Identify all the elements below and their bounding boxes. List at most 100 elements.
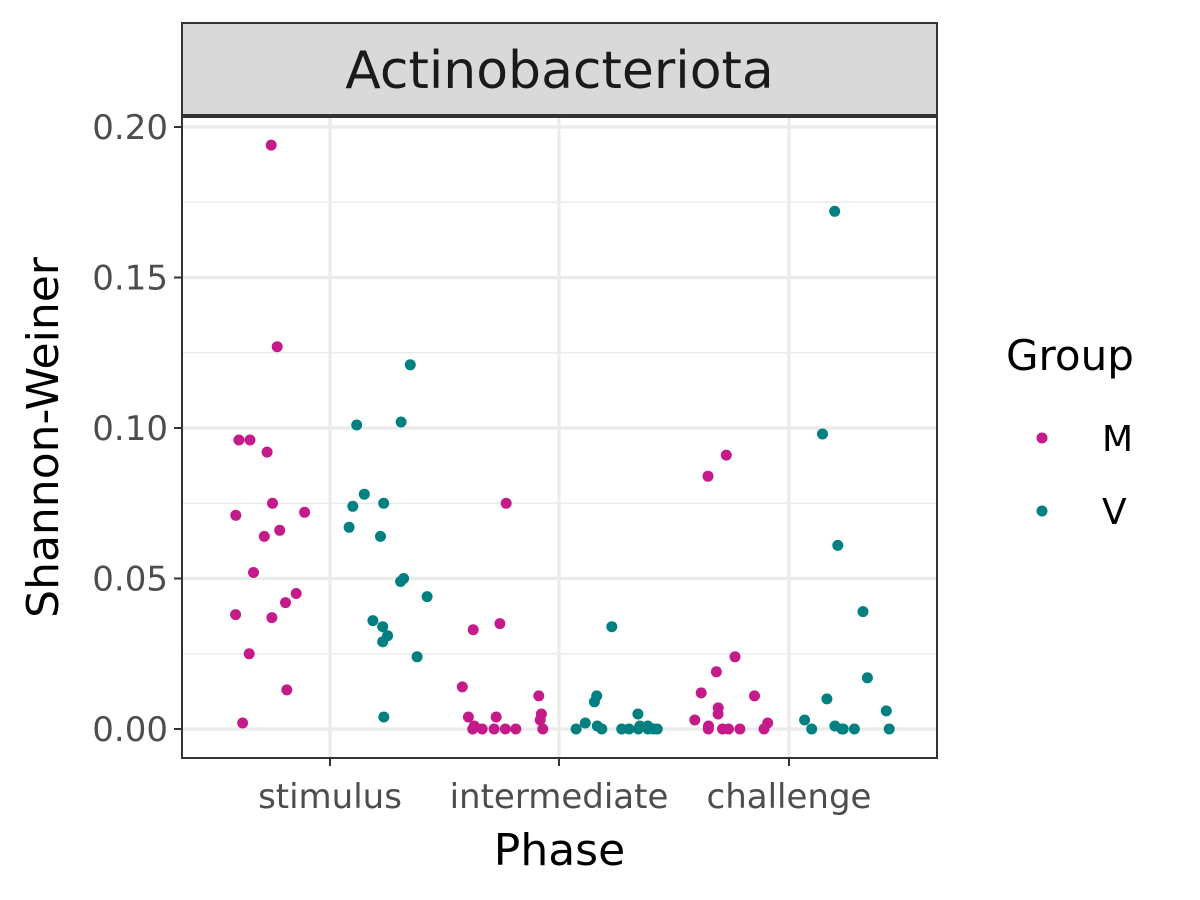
data-point-V	[880, 705, 892, 717]
data-point-V	[829, 205, 841, 217]
data-point-V	[377, 636, 389, 648]
data-point-V	[632, 708, 644, 720]
data-point-M	[265, 139, 277, 151]
data-point-M	[729, 651, 741, 663]
data-point-M	[467, 723, 479, 735]
data-point-V	[570, 723, 582, 735]
y-tick-label: 0.15	[92, 259, 168, 299]
data-point-V	[832, 539, 844, 551]
data-points	[230, 139, 895, 735]
data-point-V	[367, 615, 379, 627]
data-point-M	[712, 708, 724, 720]
data-point-M	[534, 714, 546, 726]
y-tick-label: 0.10	[92, 409, 168, 449]
data-point-V	[378, 711, 390, 723]
data-point-M	[702, 723, 714, 735]
data-point-M	[720, 449, 732, 461]
legend-label-M: M	[1102, 419, 1133, 460]
data-point-M	[537, 723, 549, 735]
data-point-V	[395, 416, 407, 428]
data-point-V	[806, 723, 818, 735]
data-point-M	[702, 470, 714, 482]
data-point-V	[817, 428, 828, 440]
y-tick-label: 0.05	[92, 560, 168, 600]
facet-strip	[181, 22, 938, 116]
data-point-M	[490, 711, 502, 723]
y-axis: 0.00 0.05 0.10 0.15 0.20	[92, 108, 182, 750]
data-point-V	[596, 723, 608, 735]
data-point-M	[717, 723, 728, 735]
data-point-V	[347, 500, 359, 512]
data-point-M	[266, 612, 278, 624]
data-point-V	[616, 723, 628, 735]
data-point-M	[233, 434, 245, 446]
data-point-M	[488, 723, 500, 735]
data-point-M	[456, 681, 468, 693]
data-point-M	[510, 723, 522, 735]
data-point-V	[588, 696, 600, 708]
data-point-M	[734, 723, 746, 735]
legend-key-M	[1036, 432, 1048, 444]
data-point-M	[274, 524, 286, 536]
data-point-V	[377, 621, 389, 633]
legend: Group MV	[1006, 331, 1134, 533]
grid-lines	[182, 117, 937, 758]
data-point-M	[237, 717, 249, 729]
x-tick-label: challenge	[707, 777, 872, 817]
data-point-V	[848, 723, 860, 735]
data-point-V	[861, 672, 873, 684]
y-tick-label: 0.20	[92, 108, 168, 148]
data-point-V	[799, 714, 811, 726]
data-point-V	[821, 693, 833, 705]
data-point-M	[267, 497, 278, 509]
data-point-V	[837, 723, 849, 735]
data-point-V	[632, 723, 644, 735]
data-point-V	[421, 591, 433, 603]
x-tick-label: stimulus	[258, 777, 402, 817]
data-point-M	[261, 446, 273, 458]
data-point-M	[749, 690, 760, 702]
data-point-V	[343, 521, 355, 533]
data-point-V	[404, 359, 416, 371]
data-point-V	[395, 576, 407, 587]
legend-title: Group	[1006, 331, 1134, 380]
data-point-V	[857, 606, 869, 618]
data-point-M	[689, 714, 701, 726]
data-point-M	[467, 624, 479, 636]
x-axis: stimulus intermediate challenge	[258, 758, 871, 817]
legend-key-V	[1036, 505, 1048, 517]
data-point-M	[299, 506, 311, 518]
data-point-M	[230, 609, 242, 621]
x-tick-label: intermediate	[450, 777, 669, 817]
data-point-M	[281, 684, 293, 696]
data-point-M	[695, 687, 707, 699]
data-point-V	[579, 717, 591, 729]
data-point-V	[358, 488, 370, 500]
x-axis-title: Phase	[494, 825, 625, 876]
data-point-M	[248, 567, 259, 578]
data-point-M	[499, 723, 511, 735]
data-point-M	[258, 530, 270, 542]
data-point-M	[500, 497, 512, 509]
data-point-M	[533, 690, 545, 702]
legend-label-V: V	[1102, 492, 1127, 533]
data-point-M	[494, 618, 506, 630]
data-point-M	[758, 723, 770, 735]
data-point-V	[351, 419, 363, 431]
data-point-M	[243, 648, 255, 660]
data-point-V	[606, 621, 618, 633]
data-point-V	[411, 651, 423, 663]
data-point-M	[271, 341, 283, 353]
data-point-M	[462, 711, 474, 723]
data-point-V	[378, 497, 390, 509]
data-point-M	[280, 597, 291, 609]
data-point-M	[710, 666, 722, 678]
y-axis-title: Shannon-Weiner	[18, 256, 69, 618]
data-point-M	[476, 723, 488, 735]
y-tick-label: 0.00	[92, 710, 168, 750]
data-point-M	[290, 588, 302, 599]
facet-title: Actinobacteriota	[345, 41, 774, 101]
data-point-V	[375, 530, 386, 542]
data-point-V	[883, 723, 895, 735]
